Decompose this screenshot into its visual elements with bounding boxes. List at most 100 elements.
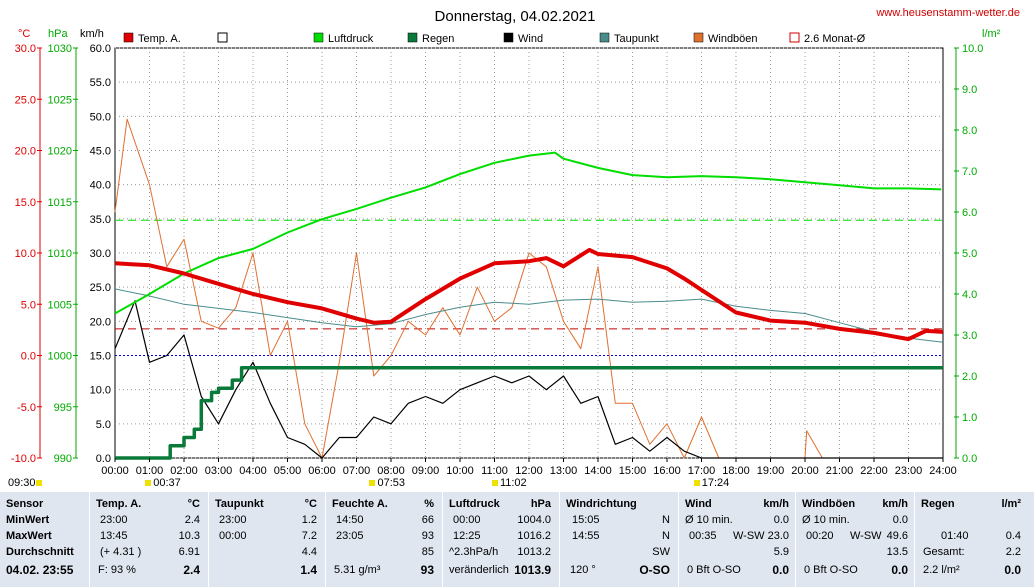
x-tick-label: 01:00: [136, 465, 164, 477]
legend-label: Regen: [422, 33, 454, 45]
legend-swatch: [407, 32, 418, 43]
humid-min-time: 14:50: [336, 514, 364, 526]
y-tick-temp: 0.0: [21, 351, 36, 363]
x-tick-label: 06:00: [308, 465, 336, 477]
temp-avg: 6.91: [178, 546, 200, 558]
x-tick-label: 12:00: [515, 465, 543, 477]
unit-rain: l/m²: [982, 28, 1001, 40]
series-taupunkt: [114, 288, 944, 343]
legend-swatch: [123, 32, 134, 43]
legend-swatch: [313, 32, 324, 43]
marker-dot-icon: [369, 480, 376, 487]
wind-max-dir: W-SW: [733, 530, 765, 542]
x-tick-label: 08:00: [377, 465, 405, 477]
marker-label: 00:37: [153, 477, 181, 489]
dew-current: 1.4: [300, 563, 317, 577]
y-tick-wind: 25.0: [90, 282, 111, 294]
y-tick-wind: 5.0: [96, 419, 111, 431]
row-max-label: MaxWert: [6, 530, 52, 542]
stats-date: 04.02. 23:55: [6, 563, 74, 577]
legend-swatch: [503, 32, 514, 43]
humid-max: 93: [421, 530, 434, 542]
wind-current: 0.0: [772, 563, 789, 577]
event-marker: 00:37: [145, 477, 181, 489]
wind-foot-left: 0 Bft O-SO: [687, 564, 741, 576]
legend-swatch: [789, 32, 800, 43]
x-tick-label: 07:00: [343, 465, 371, 477]
dew-max: 7.2: [301, 530, 317, 542]
chart-legend: Temp. A. Luftdruck Regen Wind Taupunkt Windbö…: [123, 32, 866, 45]
gust-foot-left: 0 Bft O-SO: [804, 564, 858, 576]
temp-max-time: 13:45: [100, 530, 128, 542]
sensor-header: Sensor: [6, 498, 44, 510]
humid-min: 66: [421, 514, 434, 526]
humid-max-time: 23:05: [336, 530, 364, 542]
row-avg-label: Durchschnitt: [6, 546, 74, 558]
unit-pressure: hPa: [48, 28, 68, 40]
dew-avg: 4.4: [301, 546, 317, 558]
x-tick-label: 16:00: [653, 465, 681, 477]
y-tick-pressure: 1020: [48, 146, 72, 158]
humid-unit: %: [424, 498, 434, 510]
x-tick-label: 00:00: [101, 465, 129, 477]
temp-foot-left: F: 93 %: [98, 564, 136, 576]
gust-label1: Ø 10 min.: [802, 514, 850, 526]
x-tick-label: 23:00: [895, 465, 923, 477]
y-tick-wind: 15.0: [90, 351, 111, 363]
y-tick-rain: 6.0: [962, 207, 977, 219]
marker-dot-icon: [35, 480, 42, 487]
row-min-label: MinWert: [6, 514, 50, 526]
temp-unit: °C: [187, 498, 200, 510]
wind-unit: km/h: [763, 498, 789, 510]
x-tick-label: 20:00: [791, 465, 819, 477]
marker-dot-icon: [145, 480, 152, 487]
stats-col-temp: Temp. A. °C 23:00 2.4 13:45 10.3 (+ 4.31 ) 6…: [89, 492, 208, 587]
unit-wind: km/h: [80, 28, 104, 40]
temp-min-time: 23:00: [100, 514, 128, 526]
y-tick-pressure: 1005: [48, 299, 72, 311]
pressure-current: 1013.9: [514, 563, 551, 577]
stats-col-dew: Taupunkt °C 23:00 1.2 00:00 7.2 4.4 1.4: [208, 492, 325, 587]
x-tick-label: 22:00: [860, 465, 888, 477]
direction-avg: SW: [652, 546, 670, 558]
temp-header: Temp. A.: [96, 498, 142, 510]
marker-label: 11:02: [499, 477, 527, 489]
legend-label: Wind: [518, 33, 543, 45]
rain-v1: 0.4: [1005, 530, 1021, 542]
legend-swatch: [599, 32, 610, 43]
direction-min-time: 15:05: [572, 514, 600, 526]
pressure-foot-left: veränderlich: [449, 564, 509, 576]
website-link[interactable]: www.heusenstamm-wetter.de: [875, 7, 1020, 19]
stats-col-wind: Wind km/h Ø 10 min. 0.0 00:35 W-SW 23.0 5.9 …: [678, 492, 795, 587]
pressure-unit: hPa: [530, 498, 551, 510]
rain-total: 2.2: [1005, 546, 1021, 558]
wind-header: Wind: [685, 498, 712, 510]
marker-dot-icon: [693, 480, 700, 487]
x-tick-label: 17:00: [688, 465, 716, 477]
pressure-max-time: 12:25: [453, 530, 481, 542]
x-tick-label: 02:00: [170, 465, 198, 477]
y-tick-rain: 10.0: [962, 43, 983, 55]
unit-temp: °C: [18, 28, 30, 40]
y-tick-pressure: 1025: [48, 94, 72, 106]
humid-current: 93: [420, 563, 434, 577]
wind-v1: 0.0: [773, 514, 789, 526]
y-tick-wind: 0.0: [96, 453, 111, 465]
direction-max-time: 14:55: [572, 530, 600, 542]
x-tick-label: 21:00: [826, 465, 854, 477]
stats-col-humidity: Feuchte A.% 14:50 66 23:05 93 85 5.31 g/m³…: [325, 492, 442, 587]
x-tick-label: 11:00: [481, 465, 508, 477]
dew-header: Taupunkt: [215, 498, 264, 510]
x-tick-label: 13:00: [550, 465, 578, 477]
legend-label: Temp. A.: [138, 33, 181, 45]
pressure-trend: ^2.3hPa/h: [449, 546, 499, 558]
y-tick-rain: 0.0: [962, 453, 977, 465]
y-tick-rain: 1.0: [962, 412, 977, 424]
y-tick-pressure: 1015: [48, 197, 72, 209]
series-temp-a-: [114, 247, 944, 342]
humid-foot-left: 5.31 g/m³: [334, 564, 381, 576]
y-tick-pressure: 995: [54, 402, 72, 414]
y-tick-wind: 50.0: [90, 111, 111, 123]
y-tick-wind: 40.0: [90, 180, 111, 192]
y-tick-rain: 8.0: [962, 125, 977, 137]
